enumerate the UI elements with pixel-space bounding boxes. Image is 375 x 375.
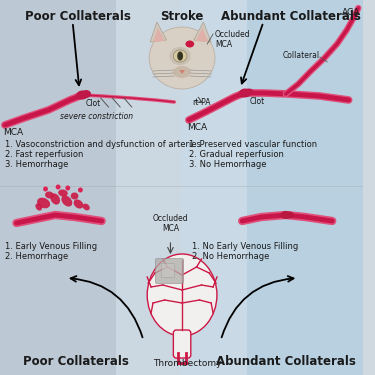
Text: 3. Hemorrhage: 3. Hemorrhage xyxy=(5,160,68,169)
Text: Abundant Collaterals: Abundant Collaterals xyxy=(216,355,356,368)
Ellipse shape xyxy=(186,40,194,48)
Ellipse shape xyxy=(280,211,291,219)
FancyBboxPatch shape xyxy=(156,258,183,284)
Text: ACA: ACA xyxy=(342,8,360,17)
Bar xyxy=(116,0,247,375)
Text: Clot: Clot xyxy=(85,99,100,108)
Ellipse shape xyxy=(76,90,88,99)
Ellipse shape xyxy=(82,204,90,210)
Ellipse shape xyxy=(35,203,42,211)
Ellipse shape xyxy=(173,66,191,78)
Text: 2. No Hemorrhage: 2. No Hemorrhage xyxy=(192,252,269,261)
Text: 1. Vasoconstriction and dysfunction of arteries: 1. Vasoconstriction and dysfunction of a… xyxy=(5,140,201,149)
Text: 2. Fast reperfusion: 2. Fast reperfusion xyxy=(5,150,83,159)
Text: 1. Preserved vascular function: 1. Preserved vascular function xyxy=(189,140,317,149)
FancyBboxPatch shape xyxy=(161,263,174,277)
Polygon shape xyxy=(179,70,185,74)
Text: Thrombectomy: Thrombectomy xyxy=(153,359,221,368)
Polygon shape xyxy=(153,28,165,42)
FancyArrowPatch shape xyxy=(70,276,142,338)
Text: severe constriction: severe constriction xyxy=(60,112,134,121)
Polygon shape xyxy=(150,22,166,42)
Bar xyxy=(0,0,182,375)
Ellipse shape xyxy=(71,192,78,200)
Text: 1. Early Venous Filling: 1. Early Venous Filling xyxy=(5,242,97,251)
Bar xyxy=(182,0,363,375)
Text: 3. No Hemorrhage: 3. No Hemorrhage xyxy=(189,160,266,169)
Text: Collateral: Collateral xyxy=(282,51,320,60)
Text: Poor Collaterals: Poor Collaterals xyxy=(24,10,130,23)
Polygon shape xyxy=(196,28,208,42)
Text: Abundant Collaterals: Abundant Collaterals xyxy=(220,10,360,23)
Text: 1. No Early Venous Filling: 1. No Early Venous Filling xyxy=(192,242,298,251)
Ellipse shape xyxy=(170,47,191,65)
Ellipse shape xyxy=(74,200,83,208)
FancyArrowPatch shape xyxy=(222,276,294,338)
Ellipse shape xyxy=(173,50,187,62)
Ellipse shape xyxy=(147,254,217,336)
Ellipse shape xyxy=(149,27,215,89)
Text: 2. Hemorrhage: 2. Hemorrhage xyxy=(5,252,68,261)
Ellipse shape xyxy=(177,51,183,60)
Text: 2. Gradual reperfusion: 2. Gradual reperfusion xyxy=(189,150,284,159)
Text: Clot: Clot xyxy=(250,97,265,106)
Ellipse shape xyxy=(81,90,91,98)
Ellipse shape xyxy=(56,184,60,189)
FancyBboxPatch shape xyxy=(173,330,191,358)
Text: Occluded
MCA: Occluded MCA xyxy=(215,30,250,50)
Text: MCA: MCA xyxy=(3,128,23,137)
Ellipse shape xyxy=(50,194,60,205)
Text: MCA: MCA xyxy=(187,123,207,132)
Ellipse shape xyxy=(75,93,83,99)
Text: Occluded
MCA: Occluded MCA xyxy=(153,214,188,233)
Ellipse shape xyxy=(58,189,68,196)
Ellipse shape xyxy=(244,88,254,96)
Ellipse shape xyxy=(285,211,294,219)
Text: rt-PA: rt-PA xyxy=(192,98,210,107)
Ellipse shape xyxy=(78,188,83,192)
Ellipse shape xyxy=(62,195,72,207)
Ellipse shape xyxy=(37,198,50,208)
Ellipse shape xyxy=(43,186,48,192)
Text: Stroke: Stroke xyxy=(160,10,204,23)
Text: Poor Collaterals: Poor Collaterals xyxy=(22,355,129,368)
Ellipse shape xyxy=(238,90,246,98)
Ellipse shape xyxy=(45,192,54,198)
Ellipse shape xyxy=(65,186,70,190)
Ellipse shape xyxy=(239,88,251,98)
Polygon shape xyxy=(194,22,211,42)
